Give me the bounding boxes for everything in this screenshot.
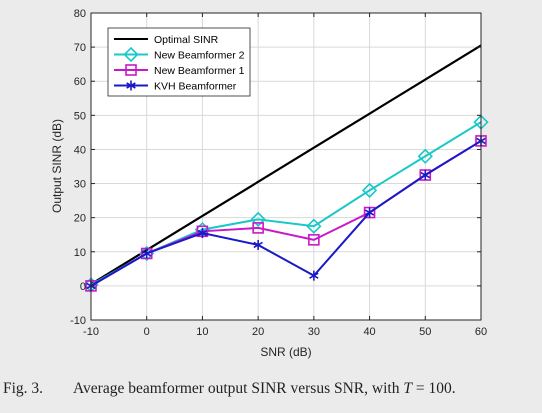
legend-entry: Optimal SINR (114, 34, 219, 46)
y-tick-label: 60 (74, 76, 86, 88)
plot-frame (90, 12, 482, 321)
y-tick-label: 50 (74, 110, 86, 122)
y-tick-label: 40 (74, 144, 86, 156)
asterisk-stroke (364, 209, 375, 216)
series-line (90, 44, 482, 286)
legend: Optimal SINR New Beamformer 2 New Beamform… (107, 27, 251, 97)
x-tick-label: 10 (196, 326, 208, 338)
chart: -10 0 10 20 30 40 50 60 -10 0 10 20 30 40 50 60 70 80 SNR… (50, 8, 489, 359)
data-point-diamond (417, 148, 433, 164)
legend-label: New Beamformer 2 (154, 50, 245, 62)
x-tick-label: 30 (308, 326, 320, 338)
x-tick-label: 60 (475, 326, 487, 338)
series-optimal-sinr (90, 44, 482, 286)
x-tick-label: 50 (419, 326, 431, 338)
caption-math-var: T (403, 380, 412, 397)
asterisk-stroke (253, 241, 263, 249)
caption-label: Fig. 3. (3, 380, 44, 397)
data-point-square (252, 222, 264, 234)
asterisk-stroke (126, 82, 136, 89)
data-point-square (125, 64, 137, 76)
series-lines (83, 44, 489, 293)
legend-entry: KVH Beamformer (114, 80, 237, 93)
data-point-asterisk (197, 228, 208, 239)
data-point-diamond (123, 46, 139, 63)
caption-text-after: = 100. (411, 380, 456, 397)
series-kvh-beamformer (86, 135, 486, 291)
data-point-asterisk (253, 239, 263, 250)
data-point-asterisk (364, 207, 375, 218)
x-axis-label: SNR (dB) (260, 345, 311, 359)
x-tick-label: 40 (363, 326, 375, 338)
y-tick-label: 10 (74, 247, 86, 259)
y-tick-label: 80 (74, 8, 86, 20)
data-point-asterisk (141, 248, 152, 259)
legend-label: Optimal SINR (154, 34, 219, 46)
legend-entry: New Beamformer 1 (114, 64, 245, 77)
x-tick-label: 0 (144, 326, 150, 338)
y-tick-label: 70 (74, 42, 86, 54)
y-tick-label: 20 (74, 213, 86, 225)
data-point-diamond (250, 211, 266, 228)
data-point-diamond (306, 218, 322, 234)
asterisk-stroke (141, 250, 152, 257)
caption-text: Average beamformer output SINR versus SN… (73, 380, 456, 398)
legend-entry: New Beamformer 2 (114, 46, 245, 63)
y-axis-label: Output SINR (dB) (50, 119, 64, 213)
data-point-asterisk (309, 270, 319, 281)
axis-ticks: -10 0 10 20 30 40 50 60 -10 0 10 20 30 40 50 60 70 80 (70, 8, 487, 338)
y-tick-label: -10 (70, 315, 86, 327)
asterisk-stroke (420, 171, 431, 179)
legend-label: KVH Beamformer (154, 81, 237, 93)
series-line (90, 140, 482, 287)
x-tick-label: 20 (252, 326, 264, 338)
data-point-asterisk (420, 170, 431, 181)
caption-text-before: Average beamformer output SINR versus SN… (73, 380, 404, 397)
y-tick-label: 30 (74, 179, 86, 191)
x-tick-label: -10 (83, 326, 99, 338)
data-point-asterisk (126, 80, 136, 91)
asterisk-stroke (309, 272, 319, 279)
legend-label: New Beamformer 1 (154, 65, 245, 77)
data-point-square (308, 234, 320, 246)
data-point-diamond (361, 182, 378, 199)
y-tick-label: 0 (80, 281, 86, 293)
asterisk-stroke (197, 229, 208, 237)
